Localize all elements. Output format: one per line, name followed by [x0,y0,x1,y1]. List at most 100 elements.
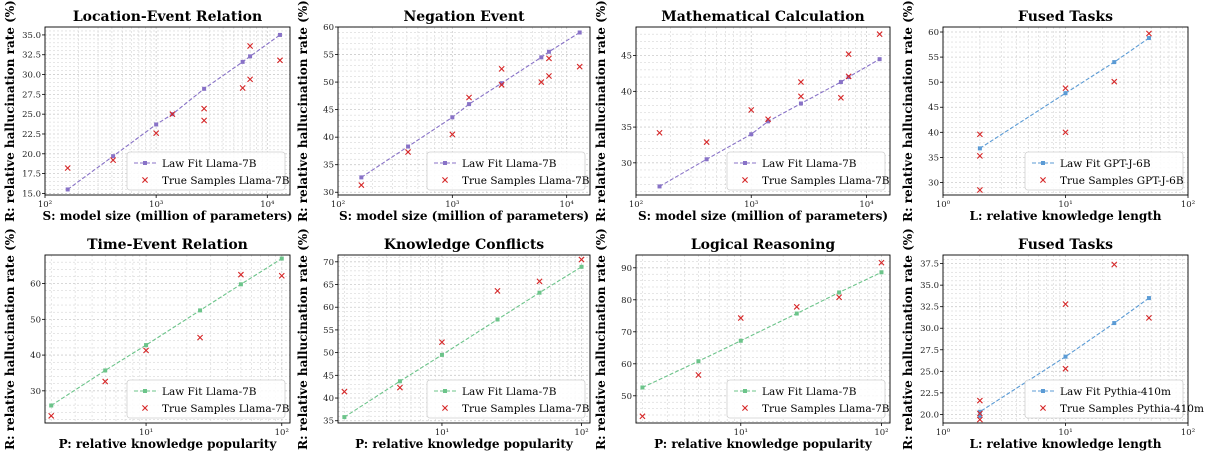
y-tick-label: 35 [621,123,632,133]
chart-title: Mathematical Calculation [661,9,865,25]
chart-panel-1: 15.0 17.5 20.0 22.5 25.0 27.5 30.0 32.5 35.0 10² 1… [3,0,293,223]
y-tick-label: 37.5 [920,260,939,270]
y-tick-label: 45 [621,52,632,62]
chart-title: Time-Event Relation [87,237,248,253]
legend-sample-swatch [142,405,148,411]
sample-point [341,388,348,395]
sample-x-stroke [578,256,585,263]
y-tick-label: 55 [323,326,334,336]
sample-x-stroke [64,165,71,172]
sample-x-stroke [48,412,55,419]
chart-title: Knowledge Conflicts [384,237,544,253]
sample-x-stroke [845,73,852,80]
x-tick-label: 10² [331,200,345,210]
chart-title: Negation Event [403,9,525,25]
y-tick-label: 35 [323,161,334,171]
sample-x-stroke [976,410,983,417]
fit-point [277,32,282,37]
x-tick-label: 10³ [445,200,459,210]
y-tick-label: 22.5 [22,130,41,140]
sample-x-stroke [1145,314,1152,321]
fit-line [979,37,1150,149]
sample-x-stroke [576,63,583,70]
legend-fit-marker [1041,389,1045,393]
fit-point [1063,91,1068,96]
legend-label-samples: True Samples Llama-7B [462,175,590,187]
y-tick-label: 80 [621,296,632,306]
fit-point [49,403,54,408]
sample-point [1062,129,1069,136]
fit-point [406,144,411,149]
sample-point [578,256,585,263]
fit-point [794,311,799,316]
y-tick-label: 40 [30,351,41,361]
chart-panel-6: 35 40 45 50 55 60 65 70 10¹ 10² Knowledge Conflict… [296,228,591,451]
sample-point [102,378,109,385]
y-axis-label: R: relative hallucination rate (%) [296,228,310,450]
sample-point [538,79,545,86]
sample-point [837,94,844,101]
sample-x-stroke [545,55,552,62]
y-tick-label: 90 [621,264,632,274]
plot-frame [44,26,291,196]
legend-label-fit: Law Fit Pythia-410m [1060,386,1171,398]
sample-x-stroke [737,315,744,322]
fit-point [837,290,842,295]
chart-panel-3: 30 35 40 45 10² 10³ 10⁴ Mathematical Calculatio… [594,0,891,223]
x-tick-label: 10⁴ [859,200,874,210]
x-tick-label: 10² [874,428,888,438]
y-tick-label: 40 [928,128,939,138]
y-tick-label: 35.0 [22,31,41,41]
sample-point [396,384,403,391]
y-tick-label: 60 [928,28,939,38]
sample-x-stroke [836,294,843,301]
plot-area [358,30,583,189]
chart-panel-2: 30 35 40 45 50 55 60 10² 10³ 10⁴ Negation Event S: … [296,0,591,223]
y-tick-label: 30.0 [22,71,41,81]
y-tick-label: 55 [928,53,939,63]
fit-point [144,343,149,348]
legend-label-samples: True Samples Llama-7B [762,175,890,187]
sample-point [976,131,983,138]
y-tick-label: 50 [323,78,334,88]
fit-point [696,359,701,364]
legend-fit-marker [443,161,447,165]
sample-x-stroke [793,303,800,310]
sample-x-stroke [466,94,473,101]
y-tick-label: 32.5 [22,51,41,61]
sample-x-stroke [976,186,983,193]
legend-fit-marker [1041,161,1045,165]
sample-point [737,315,744,322]
sample-point [976,416,983,423]
sample-point [797,93,804,100]
legend-label-fit: Law Fit Llama-7B [162,386,257,398]
x-tick-label: 10² [275,428,289,438]
y-tick-label: 30.0 [920,324,939,334]
plot-frame [337,254,591,424]
y-axis-label: R: relative hallucination rate (%) [594,0,608,222]
fit-point [111,154,116,159]
y-tick-label: 35 [323,417,334,427]
fit-point [202,86,207,91]
x-tick-label: 10¹ [435,428,449,438]
legend-box [726,151,886,191]
sample-x-stroke [358,182,365,189]
x-tick-label: 10³ [149,200,163,210]
sample-x-stroke [837,94,844,101]
fit-point [450,115,455,120]
sample-point [169,111,176,118]
legend-fit-marker [143,161,147,165]
sample-x-stroke [1111,261,1118,268]
sample-point [976,410,983,417]
sample-x-stroke [545,73,552,80]
x-axis-label: S: model size (million of parameters) [638,209,888,223]
y-tick-label: 40 [323,133,334,143]
sample-point [1145,30,1152,37]
y-tick-label: 50 [621,392,632,402]
chart-title: Fused Tasks [1018,9,1113,25]
x-tick-label: 10⁴ [560,200,575,210]
legend-fit-marker [443,389,447,393]
sample-point [1111,261,1118,268]
fit-point [838,80,843,85]
fit-point [248,54,253,59]
